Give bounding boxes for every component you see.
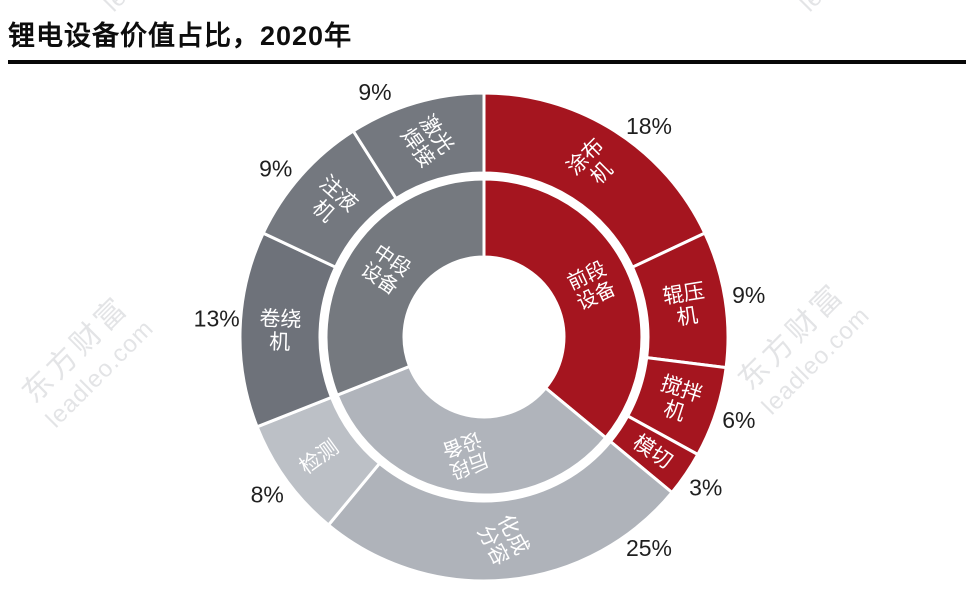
page-title: 锂电设备价值占比，2020年	[8, 21, 353, 51]
percent-label: 9%	[259, 155, 292, 181]
percent-label: 9%	[358, 79, 391, 105]
percent-label: 25%	[626, 535, 672, 561]
donut-segment-outer	[327, 440, 674, 583]
segment-label: 卷绕机	[258, 307, 301, 354]
percent-label: 3%	[689, 475, 722, 501]
donut-segment-inner	[324, 177, 486, 397]
percent-label: 13%	[194, 305, 240, 331]
percent-label: 18%	[626, 113, 672, 139]
donut-segment-outer	[351, 91, 486, 200]
title-underline	[8, 60, 966, 64]
donut-segment-inner	[482, 177, 644, 440]
percent-label: 6%	[722, 407, 755, 433]
donut-segment-inner	[335, 364, 608, 497]
percent-label: 8%	[251, 482, 284, 508]
percent-label: 9%	[732, 282, 765, 308]
